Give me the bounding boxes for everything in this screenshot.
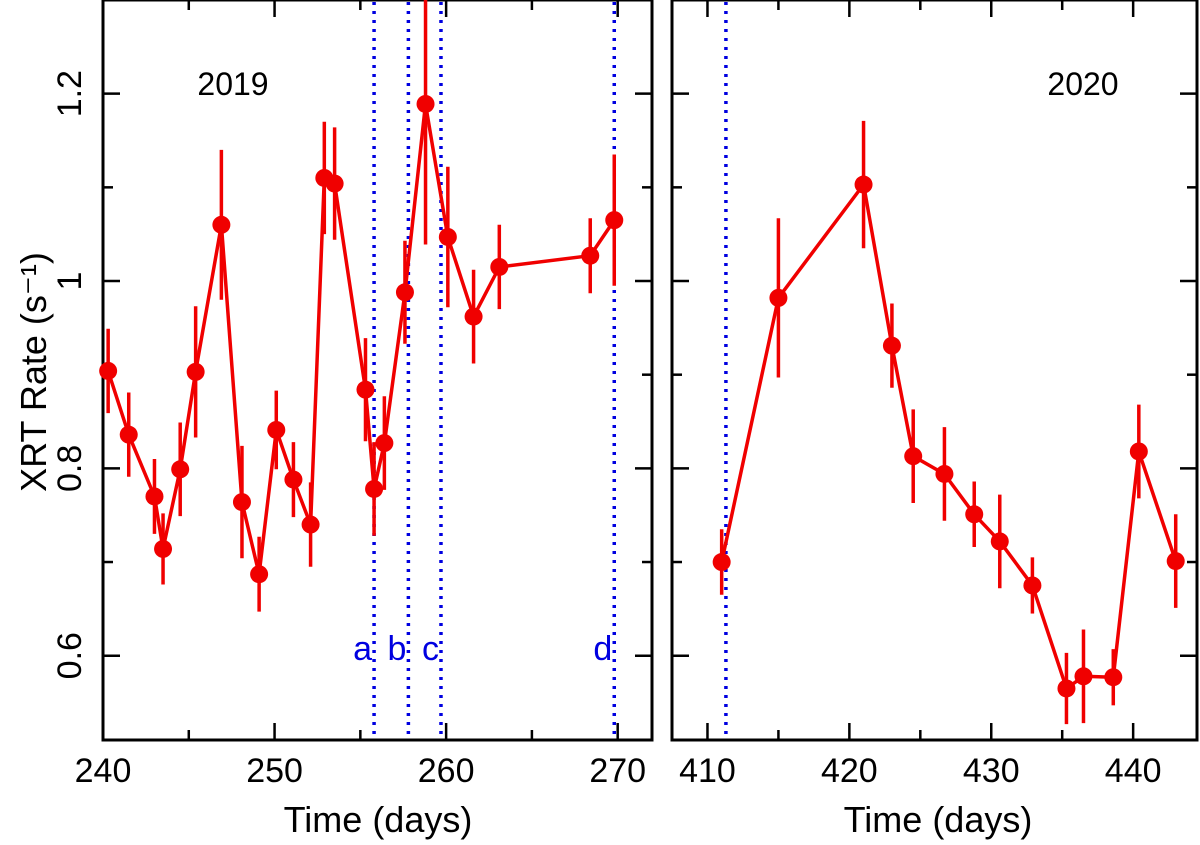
data-point [605, 211, 624, 230]
data-point [99, 361, 118, 380]
panel-2020-frame [670, 0, 1199, 742]
x-tick-label: 250 [246, 752, 303, 790]
panel-2020: 2020 Time (days) 410 420 430 440 [670, 0, 1199, 840]
y-axis-label: XRT Rate (s⁻¹) [13, 252, 54, 492]
y-tick-label: 1.2 [51, 70, 89, 117]
data-point [854, 175, 873, 194]
data-point [267, 420, 286, 439]
x-axis-label-left: Time (days) [284, 799, 473, 840]
data-point [356, 380, 375, 399]
data-point [1074, 667, 1093, 686]
data-point [1166, 552, 1185, 571]
data-point [464, 307, 483, 326]
data-point [212, 215, 231, 234]
data-point [965, 505, 984, 524]
data-point [365, 479, 384, 498]
x-tick-label: 270 [589, 752, 646, 790]
data-point [186, 362, 205, 381]
data-point [581, 246, 600, 265]
x-tick-label: 240 [75, 752, 132, 790]
epoch-marker-label-c: c [422, 630, 439, 668]
y-tick-label: 0.6 [51, 632, 89, 679]
x-tick-label: 430 [963, 752, 1020, 790]
data-point [119, 425, 138, 444]
series-line [106, 102, 616, 576]
y-tick-label: 0.8 [51, 445, 89, 492]
series-line [719, 182, 1178, 691]
data-point [301, 515, 320, 534]
data-point [154, 539, 173, 558]
epoch-marker-label-d: d [593, 630, 612, 668]
data-point [416, 94, 435, 113]
x-tick-label: 420 [821, 752, 878, 790]
year-label-2019: 2019 [197, 66, 268, 102]
data-point [935, 464, 954, 483]
data-point [395, 283, 414, 302]
panel-2019-frame [101, 0, 654, 742]
x-axis-label-right: Time (days) [844, 799, 1033, 840]
data-point [1129, 442, 1148, 461]
y-tick-label: 1 [51, 272, 89, 291]
data-point [232, 493, 251, 512]
epoch-marker-label-b: b [387, 630, 406, 668]
data-point [284, 470, 303, 489]
epoch-marker-label-a: a [353, 630, 372, 668]
data-point [250, 565, 269, 584]
data-point [438, 227, 457, 246]
data-point [375, 434, 394, 453]
data-point [769, 288, 788, 307]
panel-2019: 2019 Time (days) 0.6 0.8 1 1.2 240 250 260 270… [51, 0, 654, 840]
x-tick-label: 440 [1105, 752, 1162, 790]
year-label-2020: 2020 [1047, 66, 1118, 102]
x-tick-label: 260 [418, 752, 475, 790]
data-point [1023, 576, 1042, 595]
x-tick-label: 410 [679, 752, 736, 790]
data-point [1057, 679, 1076, 698]
data-point [490, 257, 509, 276]
data-point [325, 174, 344, 193]
data-point [882, 336, 901, 355]
data-point [712, 553, 731, 572]
data-point [171, 460, 190, 479]
data-point [1104, 668, 1123, 687]
data-point [990, 532, 1009, 551]
data-point [904, 447, 923, 466]
data-point [145, 487, 164, 506]
